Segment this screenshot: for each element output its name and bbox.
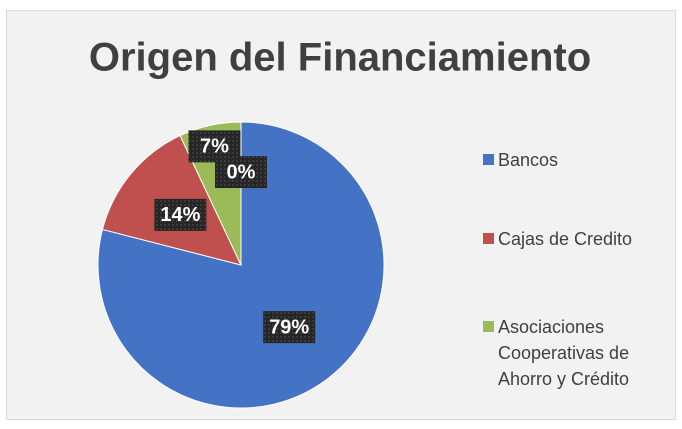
- data-label: 0%: [227, 161, 256, 183]
- legend-swatch: [483, 321, 494, 332]
- chart-title: Origen del Financiamiento: [89, 36, 591, 80]
- data-label: 7%: [200, 136, 229, 158]
- legend-label: Bancos: [498, 150, 559, 170]
- data-label-box: [215, 156, 267, 189]
- data-label: 79%: [269, 316, 309, 338]
- legend-item: Bancos: [483, 147, 668, 173]
- legend-item: Cajas de Credito: [483, 226, 668, 252]
- legend-label: Cajas de Credito: [498, 229, 633, 249]
- data-label-box: [154, 198, 207, 231]
- legend-swatch: [483, 233, 494, 244]
- legend-label: Asociaciones Cooperativas de Ahorro y Cr…: [498, 317, 630, 389]
- legend-swatch: [483, 154, 494, 165]
- data-label: 14%: [160, 204, 200, 226]
- data-label-box: [263, 311, 316, 344]
- legend-item: Asociaciones Cooperativas de Ahorro y Cr…: [483, 314, 668, 392]
